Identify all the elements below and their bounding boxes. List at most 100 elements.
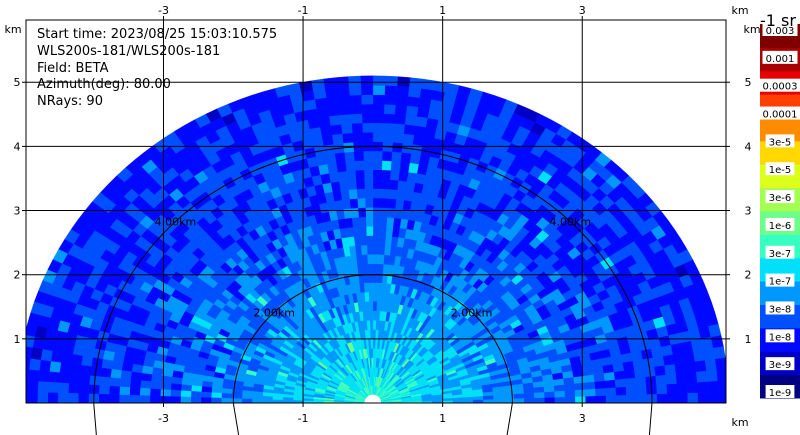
- info-field: Field: BETA: [37, 61, 109, 76]
- field-cell: [363, 169, 374, 180]
- field-cell: [623, 368, 636, 379]
- field-cell: [483, 398, 494, 403]
- field-cell: [594, 380, 606, 389]
- field-cell: [376, 301, 381, 312]
- field-cell: [384, 75, 398, 87]
- field-cell: [366, 254, 374, 265]
- field-cell: [98, 393, 110, 403]
- field-cell: [409, 153, 421, 165]
- field-cell: [57, 382, 70, 394]
- field-cell: [686, 381, 699, 394]
- scan-origin: [364, 394, 382, 403]
- field-cell: [160, 382, 172, 391]
- field-cell: [381, 282, 387, 293]
- field-cell: [415, 115, 428, 128]
- field-cell: [331, 133, 344, 145]
- colorbar-label: 0.0003: [763, 82, 798, 93]
- field-cell: [417, 97, 432, 109]
- info-azimuth: Azimuth(deg): 80.00: [37, 77, 171, 92]
- field-cell: [360, 75, 374, 86]
- field-cell: [604, 379, 617, 389]
- colorbar-label: 0.003: [766, 26, 795, 37]
- field-cell: [221, 397, 232, 403]
- field-cell: [377, 254, 385, 265]
- field-cell: [372, 310, 377, 321]
- field-cell: [372, 188, 382, 199]
- field-cell: [564, 389, 576, 398]
- field-cell: [30, 347, 43, 361]
- colorbar-label: 1e-9: [769, 388, 792, 399]
- field-cell: [57, 392, 69, 403]
- field-cell: [384, 85, 398, 96]
- range-ring-label: 2.00km: [451, 306, 493, 319]
- field-cell: [378, 235, 386, 246]
- field-cell: [372, 150, 383, 161]
- field-cell: [613, 370, 626, 380]
- field-cell: [352, 226, 361, 237]
- field-cell: [717, 380, 726, 393]
- field-cell: [341, 132, 354, 144]
- field-cell: [372, 178, 382, 189]
- field-cell: [99, 376, 111, 387]
- colorbar-label-box: [765, 329, 795, 343]
- field-cell: [372, 113, 385, 124]
- field-cell: [80, 355, 94, 367]
- field-cell: [149, 395, 161, 403]
- field-cell: [626, 394, 638, 403]
- field-cell: [200, 391, 212, 399]
- field-cell: [407, 86, 422, 98]
- colorbar-label-box: [762, 23, 798, 36]
- field-cell: [356, 188, 366, 199]
- colorbar-label: 3e-5: [769, 137, 792, 148]
- field-cell: [359, 226, 367, 237]
- field-cell: [585, 395, 597, 403]
- field-cell: [221, 388, 233, 395]
- field-cell: [349, 103, 363, 115]
- field-cell: [241, 394, 253, 400]
- field-cell: [408, 77, 423, 89]
- field-cell: [359, 235, 368, 246]
- field-cell: [357, 207, 367, 218]
- field-cell: [351, 122, 363, 134]
- field-cell: [389, 245, 398, 257]
- info-instrument: WLS200s-181/WLS200s-181: [37, 44, 220, 59]
- field-cell: [363, 160, 374, 171]
- field-cell: [368, 282, 374, 293]
- field-cell: [655, 374, 667, 386]
- field-cell: [710, 334, 724, 349]
- field-cell: [69, 363, 82, 375]
- field-cell: [692, 349, 706, 362]
- field-cell: [358, 216, 367, 227]
- field-cell: [190, 385, 203, 393]
- y-tick-label-left: 4: [14, 140, 21, 153]
- field-cell: [676, 382, 688, 394]
- field-cell: [652, 355, 665, 367]
- field-cell: [372, 197, 381, 208]
- field-cell: [159, 395, 171, 403]
- scan-info: Start time: 2023/08/25 15:03:10.575 WLS2…: [37, 27, 277, 109]
- field-cell: [381, 160, 392, 171]
- field-cell: [372, 94, 385, 105]
- field-cell: [362, 131, 374, 143]
- field-cell: [380, 188, 390, 199]
- field-cell: [697, 391, 709, 403]
- field-cell: [140, 372, 153, 382]
- field-cell: [190, 391, 202, 398]
- field-cell: [624, 377, 637, 387]
- field-cell: [180, 384, 192, 392]
- field-cell: [367, 263, 374, 274]
- field-cell: [119, 386, 131, 396]
- field-cell: [78, 393, 89, 403]
- field-cell: [405, 181, 416, 193]
- x-unit-bottom: km: [731, 416, 748, 429]
- colorbar-label: 1e-6: [769, 221, 792, 232]
- field-cell: [98, 385, 110, 395]
- field-cell: [420, 78, 435, 91]
- field-cell: [26, 323, 38, 338]
- field-cell: [139, 395, 151, 403]
- field-cell: [372, 216, 381, 227]
- field-cell: [361, 103, 374, 114]
- field-cell: [682, 350, 696, 363]
- colorbar-label: 1e-7: [769, 277, 792, 288]
- field-cell: [675, 372, 688, 384]
